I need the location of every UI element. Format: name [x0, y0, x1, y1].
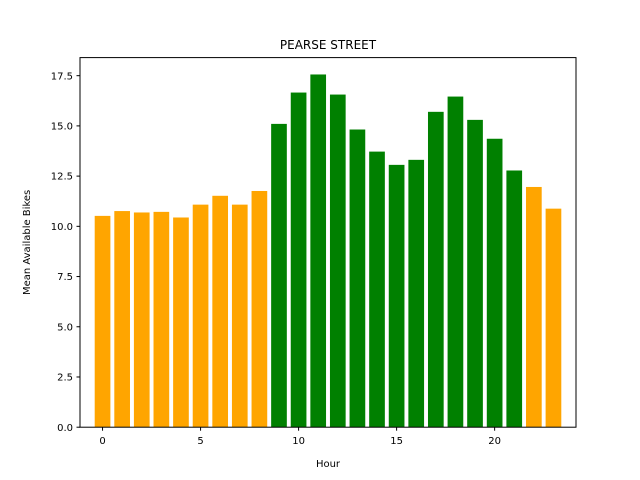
- bar-hour-17: [427, 111, 444, 428]
- bar-hour-10: [290, 92, 307, 428]
- y-tick-label: 12.5: [51, 172, 73, 183]
- bar-hour-2: [133, 212, 150, 428]
- chart-title: PEARSE STREET: [280, 38, 377, 52]
- x-axis-label: Hour: [316, 459, 341, 470]
- bar-hour-20: [486, 138, 503, 428]
- bar-hour-1: [114, 211, 130, 428]
- y-tick-label: 7.5: [57, 272, 73, 283]
- x-axis-ticks: 0 5 10 15 20: [99, 427, 501, 447]
- bar-hour-14: [369, 151, 385, 428]
- bar-hour-11: [310, 74, 327, 428]
- x-tick-label: 10: [292, 436, 305, 447]
- y-tick-label: 15.0: [51, 121, 73, 132]
- bar-hour-22: [526, 186, 542, 428]
- y-tick-label: 17.5: [51, 71, 73, 82]
- bar-hour-6: [212, 195, 229, 428]
- bar-hour-15: [388, 164, 405, 428]
- y-axis-ticks: 0.0 2.5 5.0 7.5 10.0 12.5 15.0 17.5: [51, 71, 80, 434]
- bar-hour-4: [173, 217, 189, 428]
- y-axis-label: Mean Available Bikes: [22, 190, 33, 295]
- x-tick-label: 15: [390, 436, 403, 447]
- bar-hour-18: [447, 96, 464, 428]
- bar-hour-21: [506, 170, 523, 428]
- x-tick-label: 5: [197, 436, 203, 447]
- x-tick-label: 20: [488, 436, 501, 447]
- bar-hour-13: [349, 129, 366, 428]
- bars-group: [94, 74, 562, 428]
- y-tick-label: 2.5: [57, 373, 73, 384]
- bar-hour-16: [408, 159, 425, 428]
- bar-hour-7: [231, 204, 248, 428]
- bar-hour-3: [153, 211, 170, 428]
- bar-hour-0: [94, 215, 111, 428]
- x-tick-label: 0: [99, 436, 105, 447]
- y-tick-label: 10.0: [51, 222, 73, 233]
- bar-hour-19: [467, 119, 483, 428]
- y-tick-label: 5.0: [57, 322, 73, 333]
- bar-hour-9: [271, 123, 287, 428]
- bar-hour-12: [329, 94, 346, 428]
- bar-hour-8: [251, 190, 268, 428]
- y-tick-label: 0.0: [57, 423, 73, 434]
- plot-frame: [79, 57, 577, 428]
- bar-hour-5: [192, 204, 209, 428]
- bar-hour-23: [545, 208, 562, 428]
